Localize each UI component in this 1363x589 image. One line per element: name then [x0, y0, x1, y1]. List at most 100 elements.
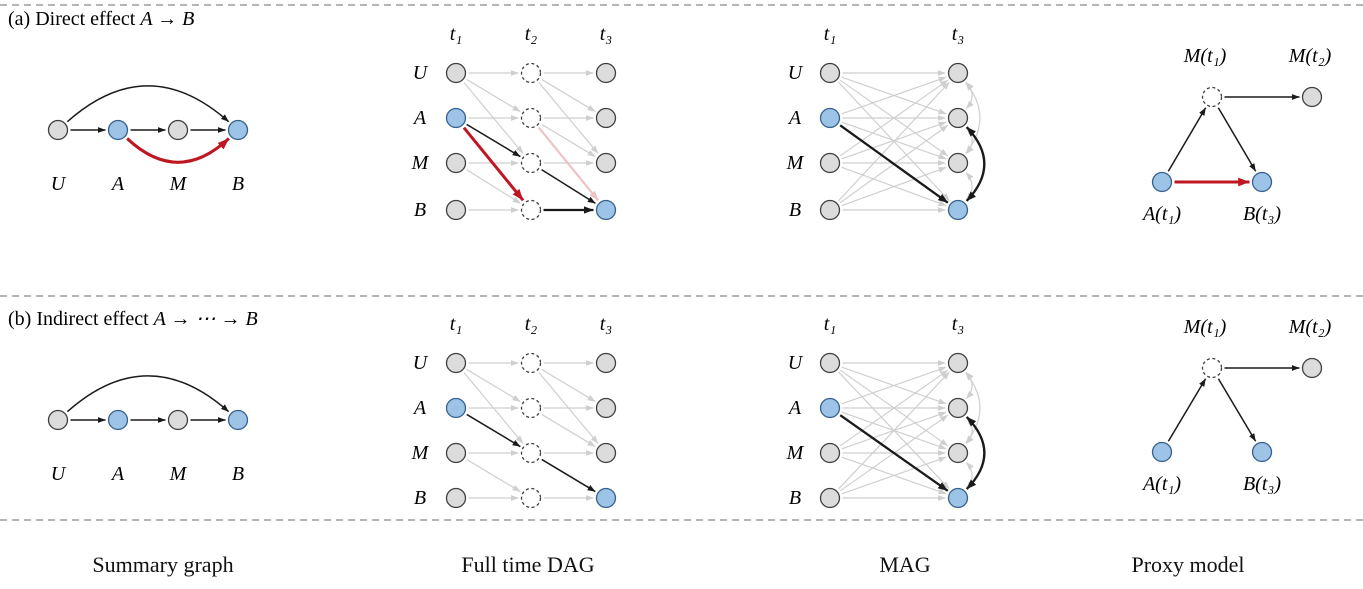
edge-light-arrow: [541, 78, 596, 113]
edge-black-arrow: [1217, 107, 1257, 172]
node-gray: [947, 352, 969, 374]
node-label: M(t₁): [1183, 316, 1227, 338]
edge-black-arrow: [66, 375, 230, 413]
node-gray: [819, 442, 841, 464]
node-gray: [947, 62, 969, 84]
edge-light-arrow: [841, 456, 947, 495]
edge-light-arrow: [541, 368, 596, 403]
edge-black-arrow: [1217, 378, 1257, 442]
node-dashed-latent: [520, 352, 542, 374]
node-label: U: [413, 62, 429, 84]
full-time-dag-a: t₁ t₂ t₃ U A M B: [411, 23, 617, 221]
node-label: A: [110, 463, 125, 485]
node-label: A: [787, 107, 802, 129]
node-gray: [595, 442, 617, 464]
node-label: B: [232, 173, 244, 195]
edge-black-arrow: [66, 85, 230, 123]
node-blue: [1251, 441, 1273, 463]
node-label: M: [786, 442, 805, 464]
node-gray: [947, 107, 969, 129]
row-b-header-math: A → ⋯ → B: [153, 308, 258, 330]
node-gray: [819, 62, 841, 84]
node-gray: [595, 397, 617, 419]
node-dashed-latent: [1201, 86, 1223, 108]
node-label: U: [51, 463, 67, 485]
node-label: t₃: [952, 23, 965, 45]
node-gray: [595, 107, 617, 129]
node-label: A(t₁): [1141, 473, 1181, 495]
edge-red-arrow: [462, 126, 525, 202]
node-label: t₁: [450, 313, 463, 335]
node-gray: [947, 397, 969, 419]
node-label: M: [786, 152, 805, 174]
proxy-model-b: A(t₁) B(t₃) M(t₁) M(t₂): [1141, 316, 1332, 495]
node-gray: [1301, 357, 1323, 379]
node-dashed-latent: [520, 199, 542, 221]
node-blue: [227, 409, 249, 431]
node-label: B(t₃): [1243, 473, 1281, 495]
node-label: U: [413, 352, 429, 374]
caption-full-time-dag: Full time DAG: [461, 552, 595, 577]
node-label: t₂: [525, 23, 538, 45]
node-gray: [167, 119, 189, 141]
node-blue: [107, 409, 129, 431]
edge-light-arrow: [841, 121, 947, 160]
node-blue: [947, 487, 969, 509]
edge-bold-bidirected: [965, 416, 986, 490]
node-label: t₃: [600, 313, 613, 335]
edge-light-arrow: [466, 78, 521, 113]
node-label: B: [414, 487, 426, 509]
node-blue: [1151, 441, 1173, 463]
caption-summary-graph: Summary graph: [92, 552, 234, 577]
caption-proxy-model: Proxy model: [1131, 552, 1245, 577]
node-label: t₃: [600, 23, 613, 45]
node-label: t₁: [450, 23, 463, 45]
node-label: M: [169, 463, 188, 485]
node-label: t₁: [824, 313, 837, 335]
node-gray: [595, 352, 617, 374]
node-blue: [947, 199, 969, 221]
node-label: B: [232, 463, 244, 485]
node-gray: [947, 152, 969, 174]
edge-light-arrow: [466, 169, 521, 204]
node-label: B: [414, 199, 426, 221]
full-time-dag-b: t₁ t₂ t₃ U A M B: [411, 313, 617, 509]
node-blue: [819, 107, 841, 129]
node-gray: [819, 487, 841, 509]
node-gray: [819, 152, 841, 174]
row-b-header: (b) Indirect effect A → ⋯ → B: [8, 306, 258, 331]
node-gray: [445, 62, 467, 84]
edge-bold-bidirected: [965, 126, 986, 202]
node-label: M(t₂): [1288, 45, 1332, 67]
node-gray: [819, 199, 841, 221]
node-blue: [595, 487, 617, 509]
node-dashed-latent: [1201, 357, 1223, 379]
edge-black-arrow: [541, 458, 596, 493]
node-dashed-latent: [520, 152, 542, 174]
node-label: U: [51, 173, 67, 195]
node-gray: [47, 119, 69, 141]
node-label: t₂: [525, 313, 538, 335]
node-gray: [947, 442, 969, 464]
mag-b: t₁ t₃ U A M B: [786, 313, 986, 509]
edge-black-arrow: [541, 169, 596, 204]
node-label: M: [411, 442, 430, 464]
node-label: U: [788, 62, 804, 84]
edge-light-arrow: [541, 413, 596, 448]
caption-mag: MAG: [879, 552, 931, 577]
node-label: B: [789, 199, 801, 221]
mag-a: t₁ t₃ U A M B: [786, 23, 986, 221]
node-blue: [819, 397, 841, 419]
node-gray: [47, 409, 69, 431]
edge-redfade-arrow: [538, 126, 599, 202]
node-blue: [445, 107, 467, 129]
edge-light-arrow: [466, 368, 521, 403]
row-a-header-math: A → B: [140, 8, 195, 30]
node-label: A: [787, 397, 802, 419]
node-gray: [595, 62, 617, 84]
node-dashed-latent: [520, 397, 542, 419]
node-blue: [1151, 171, 1173, 193]
